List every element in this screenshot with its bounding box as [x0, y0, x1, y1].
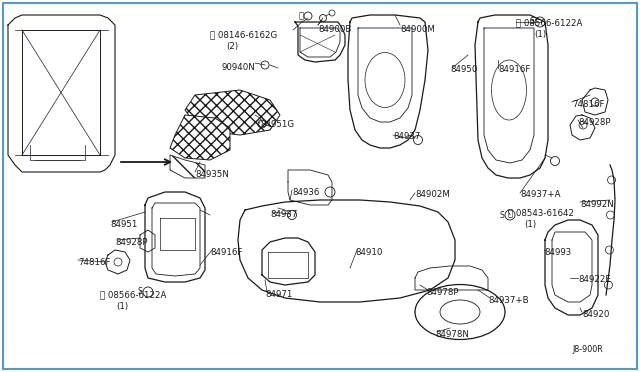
Text: J8-900R: J8-900R — [572, 345, 603, 354]
Text: 84922E: 84922E — [578, 275, 611, 284]
Text: 84951G: 84951G — [260, 120, 294, 129]
Text: 84916F: 84916F — [498, 65, 531, 74]
Text: Ⓢ 08566-6122A: Ⓢ 08566-6122A — [516, 18, 582, 27]
Text: 74816F: 74816F — [572, 100, 605, 109]
Text: 84971: 84971 — [265, 290, 292, 299]
Polygon shape — [170, 155, 205, 178]
Text: (2): (2) — [226, 42, 238, 51]
Text: 84900M: 84900M — [400, 25, 435, 34]
Text: 84916F: 84916F — [210, 248, 243, 257]
Text: 84993: 84993 — [544, 248, 572, 257]
Text: S: S — [529, 17, 534, 26]
Text: 90940N: 90940N — [222, 63, 256, 72]
Text: Ⓢ 08543-61642: Ⓢ 08543-61642 — [508, 208, 574, 217]
Text: 84936: 84936 — [292, 188, 319, 197]
Text: Ⓑ 08146-6162G: Ⓑ 08146-6162G — [210, 30, 277, 39]
Text: 84928P: 84928P — [115, 238, 147, 247]
Text: 84900B: 84900B — [318, 25, 351, 34]
Text: 74816F: 74816F — [78, 258, 111, 267]
Text: 84902M: 84902M — [415, 190, 450, 199]
Text: Ⓑ: Ⓑ — [299, 12, 304, 20]
Text: 84928P: 84928P — [578, 118, 611, 127]
Text: S: S — [137, 288, 142, 296]
Text: 84920: 84920 — [582, 310, 609, 319]
Text: Ⓢ 08566-6122A: Ⓢ 08566-6122A — [100, 290, 166, 299]
Polygon shape — [170, 115, 230, 160]
Text: 84951: 84951 — [110, 220, 138, 229]
Polygon shape — [185, 90, 280, 135]
Text: (1): (1) — [534, 30, 546, 39]
Text: 84935N: 84935N — [195, 170, 229, 179]
Text: 84978P: 84978P — [426, 288, 458, 297]
Text: 84937: 84937 — [393, 132, 420, 141]
Text: 84910: 84910 — [355, 248, 382, 257]
Text: 84937: 84937 — [270, 210, 298, 219]
Text: S: S — [499, 211, 504, 219]
Text: (1): (1) — [116, 302, 128, 311]
Text: 84992N: 84992N — [580, 200, 614, 209]
Text: (1): (1) — [524, 220, 536, 229]
Text: 84950: 84950 — [450, 65, 477, 74]
Text: 84937+A: 84937+A — [520, 190, 561, 199]
Text: 84937+B: 84937+B — [488, 296, 529, 305]
Text: 84978N: 84978N — [435, 330, 469, 339]
